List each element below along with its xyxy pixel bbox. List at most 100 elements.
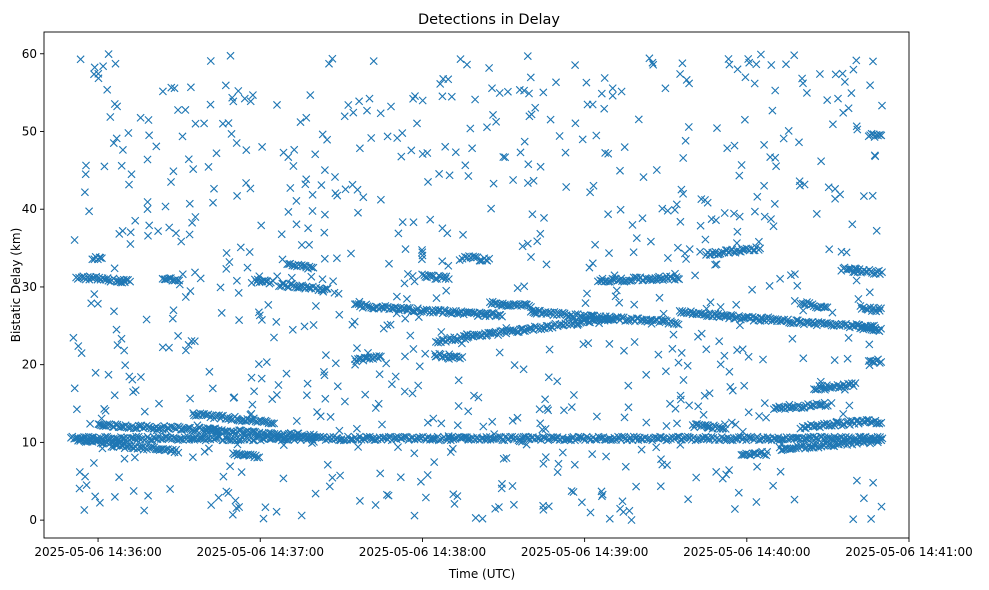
data-point — [608, 91, 617, 100]
data-point — [161, 202, 170, 211]
data-point — [392, 292, 401, 301]
data-point — [510, 361, 519, 370]
data-point — [374, 399, 383, 408]
data-point — [624, 403, 633, 412]
data-point — [91, 368, 100, 377]
data-point — [455, 256, 464, 265]
data-point — [702, 304, 711, 313]
data-point — [279, 474, 288, 483]
data-point — [694, 402, 703, 411]
data-point — [392, 309, 401, 318]
data-point — [737, 450, 746, 459]
data-point — [463, 60, 471, 69]
data-point — [800, 435, 809, 444]
data-point — [331, 189, 340, 198]
data-point — [317, 181, 326, 190]
data-point — [526, 73, 535, 82]
data-point — [585, 263, 594, 272]
data-point — [769, 222, 778, 231]
data-point — [143, 155, 152, 164]
data-point — [408, 389, 417, 398]
data-point — [257, 374, 266, 383]
data-point — [430, 458, 439, 467]
data-point — [816, 400, 825, 409]
data-point — [242, 146, 251, 155]
data-point — [323, 135, 332, 144]
data-point — [438, 224, 447, 233]
data-point — [300, 322, 309, 331]
data-point — [376, 469, 385, 478]
data-point — [638, 214, 647, 223]
data-point — [248, 416, 257, 425]
data-point — [608, 84, 617, 93]
data-point — [772, 162, 781, 171]
data-point — [90, 255, 99, 264]
data-point — [158, 87, 167, 96]
data-point — [288, 325, 297, 334]
data-point — [152, 426, 161, 435]
data-point — [117, 334, 126, 343]
data-point — [490, 430, 499, 439]
data-point — [272, 507, 281, 516]
data-point — [459, 433, 468, 442]
data-point — [824, 421, 833, 430]
data-point — [760, 181, 769, 190]
data-point — [863, 416, 872, 425]
data-point — [869, 57, 877, 66]
data-point — [710, 310, 719, 319]
data-point — [499, 153, 508, 161]
data-point — [877, 324, 885, 333]
data-point — [552, 78, 560, 87]
data-point — [242, 179, 251, 187]
data-point — [424, 177, 432, 186]
data-point — [387, 102, 395, 111]
data-point — [309, 437, 318, 446]
data-point — [80, 188, 89, 197]
data-point — [355, 144, 364, 153]
data-point — [655, 293, 664, 302]
data-point — [113, 341, 122, 350]
data-point — [659, 309, 668, 318]
data-point — [131, 216, 140, 225]
data-point — [328, 473, 337, 482]
data-point — [297, 241, 306, 249]
data-point — [445, 171, 454, 180]
data-point — [525, 89, 533, 98]
data-point — [785, 400, 794, 409]
data-point — [309, 321, 318, 329]
data-point — [620, 346, 628, 355]
data-point — [706, 298, 715, 307]
data-point — [713, 124, 721, 133]
data-point — [97, 254, 106, 263]
data-point — [768, 106, 777, 115]
data-point — [289, 162, 298, 170]
data-point — [229, 97, 238, 106]
data-point — [173, 276, 182, 285]
data-point — [464, 172, 473, 180]
data-point — [431, 352, 440, 361]
data-point — [190, 435, 199, 444]
data-point — [386, 320, 395, 329]
data-point — [555, 132, 564, 140]
data-point — [839, 108, 848, 117]
data-point — [261, 503, 270, 512]
data-point — [206, 100, 215, 109]
data-point — [435, 169, 444, 178]
data-point — [200, 428, 209, 437]
data-point — [730, 505, 739, 513]
data-point — [222, 264, 231, 273]
data-point — [104, 276, 113, 285]
data-point — [320, 371, 329, 380]
data-point — [515, 437, 524, 446]
data-point — [673, 419, 681, 428]
data-point — [81, 472, 90, 481]
data-point — [436, 79, 445, 88]
data-point — [734, 488, 743, 497]
data-point — [877, 358, 886, 366]
data-point — [842, 248, 851, 257]
data-point — [849, 65, 858, 74]
data-point — [853, 125, 862, 134]
data-point — [231, 496, 240, 505]
data-point — [408, 272, 417, 280]
data-point — [100, 162, 109, 171]
